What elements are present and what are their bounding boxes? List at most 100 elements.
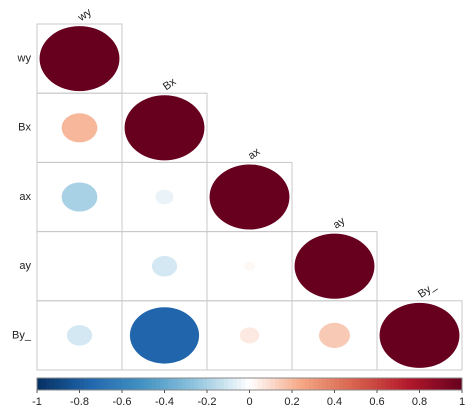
column-label: ax bbox=[246, 145, 263, 162]
row-label: ay bbox=[19, 260, 31, 272]
row-label: Bx bbox=[18, 122, 31, 134]
colorbar-segment bbox=[381, 378, 386, 390]
colorbar-tick-label: 0.6 bbox=[369, 396, 384, 408]
colorbar-segment bbox=[338, 378, 344, 390]
colorbar-segment bbox=[96, 378, 102, 390]
colorbar-segment bbox=[185, 378, 191, 390]
colorbar-segment bbox=[241, 378, 246, 390]
colorbar-segment bbox=[313, 378, 318, 390]
colorbar-segment bbox=[351, 378, 357, 390]
colorbar-segment bbox=[139, 378, 144, 390]
row-label: By_ bbox=[12, 329, 32, 341]
colorbar-segment bbox=[37, 378, 42, 390]
colorbar-segment bbox=[347, 378, 352, 390]
colorbar-tick-label: 1 bbox=[459, 396, 465, 408]
colorbar-segment bbox=[130, 378, 136, 390]
colorbar-segment bbox=[122, 378, 127, 390]
colorbar-segment bbox=[83, 378, 89, 390]
colorbar-segment bbox=[330, 378, 335, 390]
colorbar-segment bbox=[215, 378, 221, 390]
colorbar-segment bbox=[389, 378, 395, 390]
colorbar-segment bbox=[117, 378, 123, 390]
correlation-circle bbox=[39, 26, 120, 92]
colorbar-segment bbox=[292, 378, 297, 390]
correlation-circle bbox=[209, 164, 290, 230]
correlation-circle bbox=[129, 307, 200, 364]
colorbar-segment bbox=[262, 378, 267, 390]
colorbar-segment bbox=[181, 378, 187, 390]
column-label: wy bbox=[75, 6, 94, 24]
colorbar-segment bbox=[164, 378, 170, 390]
colorbar-segment bbox=[296, 378, 301, 390]
colorbar-segment bbox=[147, 378, 153, 390]
colorbar-segment bbox=[372, 378, 378, 390]
correlation-circle bbox=[61, 113, 98, 143]
colorbar-segment bbox=[415, 378, 420, 390]
colorbar-segment bbox=[355, 378, 361, 390]
colorbar-tick-label: 0.4 bbox=[327, 396, 342, 408]
colorbar-segment bbox=[360, 378, 365, 390]
colorbar-segment bbox=[207, 378, 212, 390]
colorbar-segment bbox=[304, 378, 310, 390]
cell bbox=[376, 300, 463, 371]
correlation-circle bbox=[124, 95, 205, 161]
colorbar-tick-label: -0.2 bbox=[198, 396, 217, 408]
colorbar-segment bbox=[100, 378, 106, 390]
colorbar-segment bbox=[432, 378, 437, 390]
correlation-circle bbox=[379, 302, 460, 368]
colorbar-segment bbox=[62, 378, 68, 390]
colorbar-tick-label: -1 bbox=[32, 396, 42, 408]
colorbar-segment bbox=[41, 378, 46, 390]
colorbar-tick-label: 0 bbox=[246, 396, 252, 408]
colorbar-segment bbox=[398, 378, 403, 390]
colorbar-segment bbox=[190, 378, 195, 390]
colorbar-segment bbox=[436, 378, 442, 390]
colorbar-segment bbox=[270, 378, 276, 390]
colorbar-segment bbox=[402, 378, 408, 390]
colorbar-segment bbox=[423, 378, 429, 390]
row-label: wy bbox=[17, 53, 32, 65]
colorbar-segment bbox=[54, 378, 59, 390]
colorbar-segment bbox=[453, 378, 459, 390]
colorbar-segment bbox=[75, 378, 80, 390]
colorbar-segment bbox=[45, 378, 51, 390]
colorbar-segment bbox=[449, 378, 454, 390]
colorbar-tick-label: -0.4 bbox=[155, 396, 174, 408]
colorbar-segment bbox=[58, 378, 63, 390]
colorbar-segment bbox=[105, 378, 110, 390]
column-label: By_ bbox=[416, 279, 439, 300]
colorbar-segment bbox=[309, 378, 314, 390]
correlation-circle bbox=[61, 182, 98, 212]
colorbar-segment bbox=[457, 378, 463, 390]
colorbar-segment bbox=[79, 378, 85, 390]
colorbar-tick-label: -0.6 bbox=[113, 396, 132, 408]
colorbar-segment bbox=[411, 378, 416, 390]
colorbar-segment bbox=[236, 378, 242, 390]
colorbar-segment bbox=[66, 378, 72, 390]
colorbar-tick-label: -0.8 bbox=[70, 396, 89, 408]
colorbar-segment bbox=[245, 378, 250, 390]
colorbar-segment bbox=[287, 378, 293, 390]
colorbar-segment bbox=[134, 378, 140, 390]
colorbar-segment bbox=[406, 378, 412, 390]
colorbar-segment bbox=[321, 378, 327, 390]
colorbar-segment bbox=[258, 378, 263, 390]
colorbar-segment bbox=[113, 378, 119, 390]
colorbar-segment bbox=[151, 378, 157, 390]
colorbar-segment bbox=[202, 378, 208, 390]
colorbar-segment bbox=[253, 378, 259, 390]
colorbar-segment bbox=[228, 378, 233, 390]
colorbar-segment bbox=[194, 378, 199, 390]
colorbar-segment bbox=[275, 378, 280, 390]
colorbar-segment bbox=[211, 378, 216, 390]
colorbar-segment bbox=[300, 378, 306, 390]
colorbar-segment bbox=[168, 378, 174, 390]
colorbar-segment bbox=[428, 378, 433, 390]
colorbar-segment bbox=[160, 378, 165, 390]
colorbar-segment bbox=[71, 378, 76, 390]
cell bbox=[36, 231, 123, 302]
colorbar-segment bbox=[385, 378, 391, 390]
colorbar-segment bbox=[49, 378, 55, 390]
colorbar-segment bbox=[279, 378, 284, 390]
